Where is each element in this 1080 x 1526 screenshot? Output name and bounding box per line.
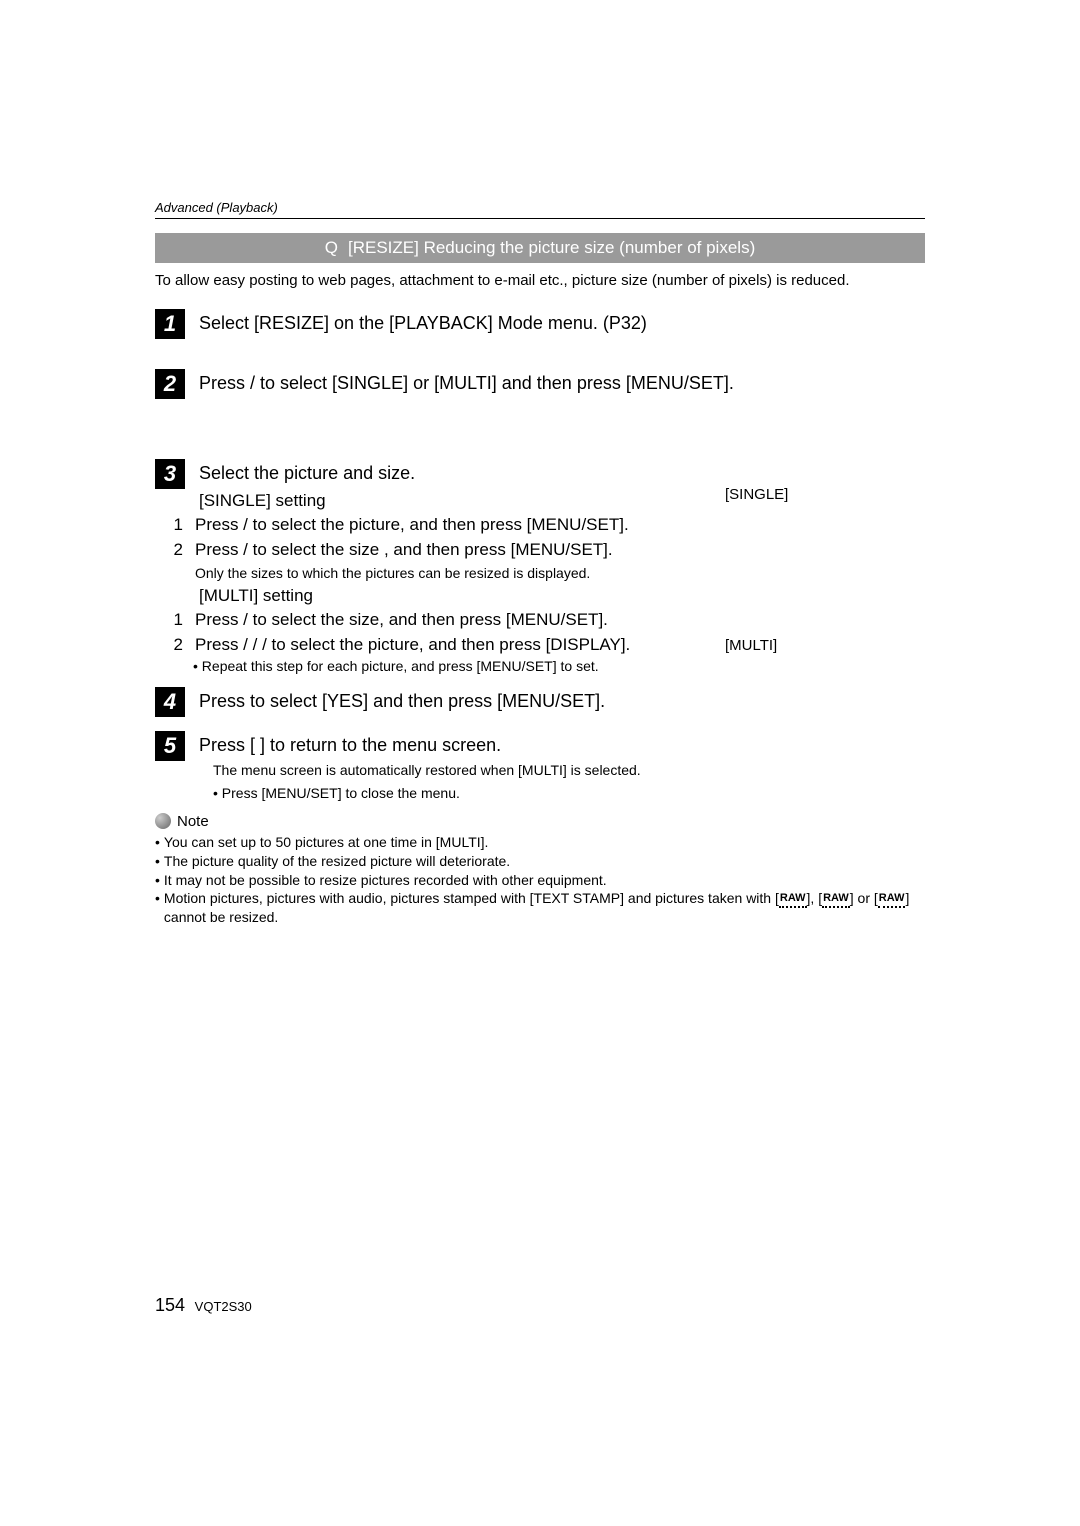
step5-note2: • Press [MENU/SET] to close the menu. bbox=[213, 784, 925, 803]
single-note: Only the sizes to which the pictures can… bbox=[195, 564, 705, 582]
step5-text: Press [ ] to return to the menu screen. bbox=[199, 733, 925, 757]
notes-block: You can set up to 50 pictures at one tim… bbox=[155, 833, 925, 927]
note-item: You can set up to 50 pictures at one tim… bbox=[155, 833, 925, 852]
step-number: 5 bbox=[155, 731, 185, 761]
section-header: Advanced (Playback) bbox=[155, 200, 925, 218]
page-number: 154 bbox=[155, 1295, 185, 1315]
doc-code: VQT2S30 bbox=[195, 1299, 252, 1314]
title-icon-letter: Q bbox=[325, 238, 338, 258]
step-1: 1 Select [RESIZE] on the [PLAYBACK] Mode… bbox=[155, 309, 925, 339]
step-4: 4 Press to select [YES] and then press [… bbox=[155, 687, 925, 717]
note-item-raw: Motion pictures, pictures with audio, pi… bbox=[155, 889, 925, 927]
step-text: Select [RESIZE] on the [PLAYBACK] Mode m… bbox=[199, 309, 925, 335]
step-text: Press / to select [SINGLE] or [MULTI] an… bbox=[199, 369, 925, 395]
multi-bullet-note: Repeat this step for each picture, and p… bbox=[203, 657, 705, 675]
note-item: It may not be possible to resize picture… bbox=[155, 871, 925, 890]
step3-title: Select the picture and size. bbox=[199, 461, 705, 485]
step-number: 2 bbox=[155, 369, 185, 399]
step5-note1: The menu screen is automatically restore… bbox=[213, 761, 673, 780]
raw-badge: RAW bbox=[878, 891, 906, 908]
note-header: Note bbox=[155, 813, 925, 830]
multi-right-label: [MULTI] bbox=[725, 636, 925, 656]
note-item: The picture quality of the resized pictu… bbox=[155, 852, 925, 871]
note-label: Note bbox=[177, 813, 209, 830]
step-2: 2 Press / to select [SINGLE] or [MULTI] … bbox=[155, 369, 925, 399]
multi-setting-label: [MULTI] setting bbox=[199, 585, 705, 608]
raw-badge: RAW bbox=[822, 891, 850, 908]
note-icon bbox=[155, 813, 171, 829]
title-bar: Q [RESIZE] Reducing the picture size (nu… bbox=[155, 233, 925, 263]
step-number: 3 bbox=[155, 459, 185, 489]
raw-badge: RAW bbox=[779, 891, 807, 908]
step-number: 1 bbox=[155, 309, 185, 339]
list-item: 2 Press / / / to select the picture, and… bbox=[155, 634, 705, 674]
intro-text: To allow easy posting to web pages, atta… bbox=[155, 271, 925, 291]
list-item: 2 Press / to select the size , and then … bbox=[155, 539, 705, 562]
list-item: 1 Press / to select the size, and then p… bbox=[155, 609, 705, 632]
page-footer: 154 VQT2S30 bbox=[155, 1295, 252, 1316]
step-3: 3 Select the picture and size. [SINGLE] … bbox=[155, 459, 925, 676]
step-text: Press to select [YES] and then press [ME… bbox=[199, 687, 619, 713]
step-number: 4 bbox=[155, 687, 185, 717]
step-5: 5 Press [ ] to return to the menu screen… bbox=[155, 731, 925, 803]
single-setting-label: [SINGLE] setting bbox=[199, 490, 705, 513]
list-item: 1 Press / to select the picture, and the… bbox=[155, 514, 705, 537]
title-text: [RESIZE] Reducing the picture size (numb… bbox=[348, 238, 755, 258]
single-right-label: [SINGLE] bbox=[725, 485, 925, 505]
